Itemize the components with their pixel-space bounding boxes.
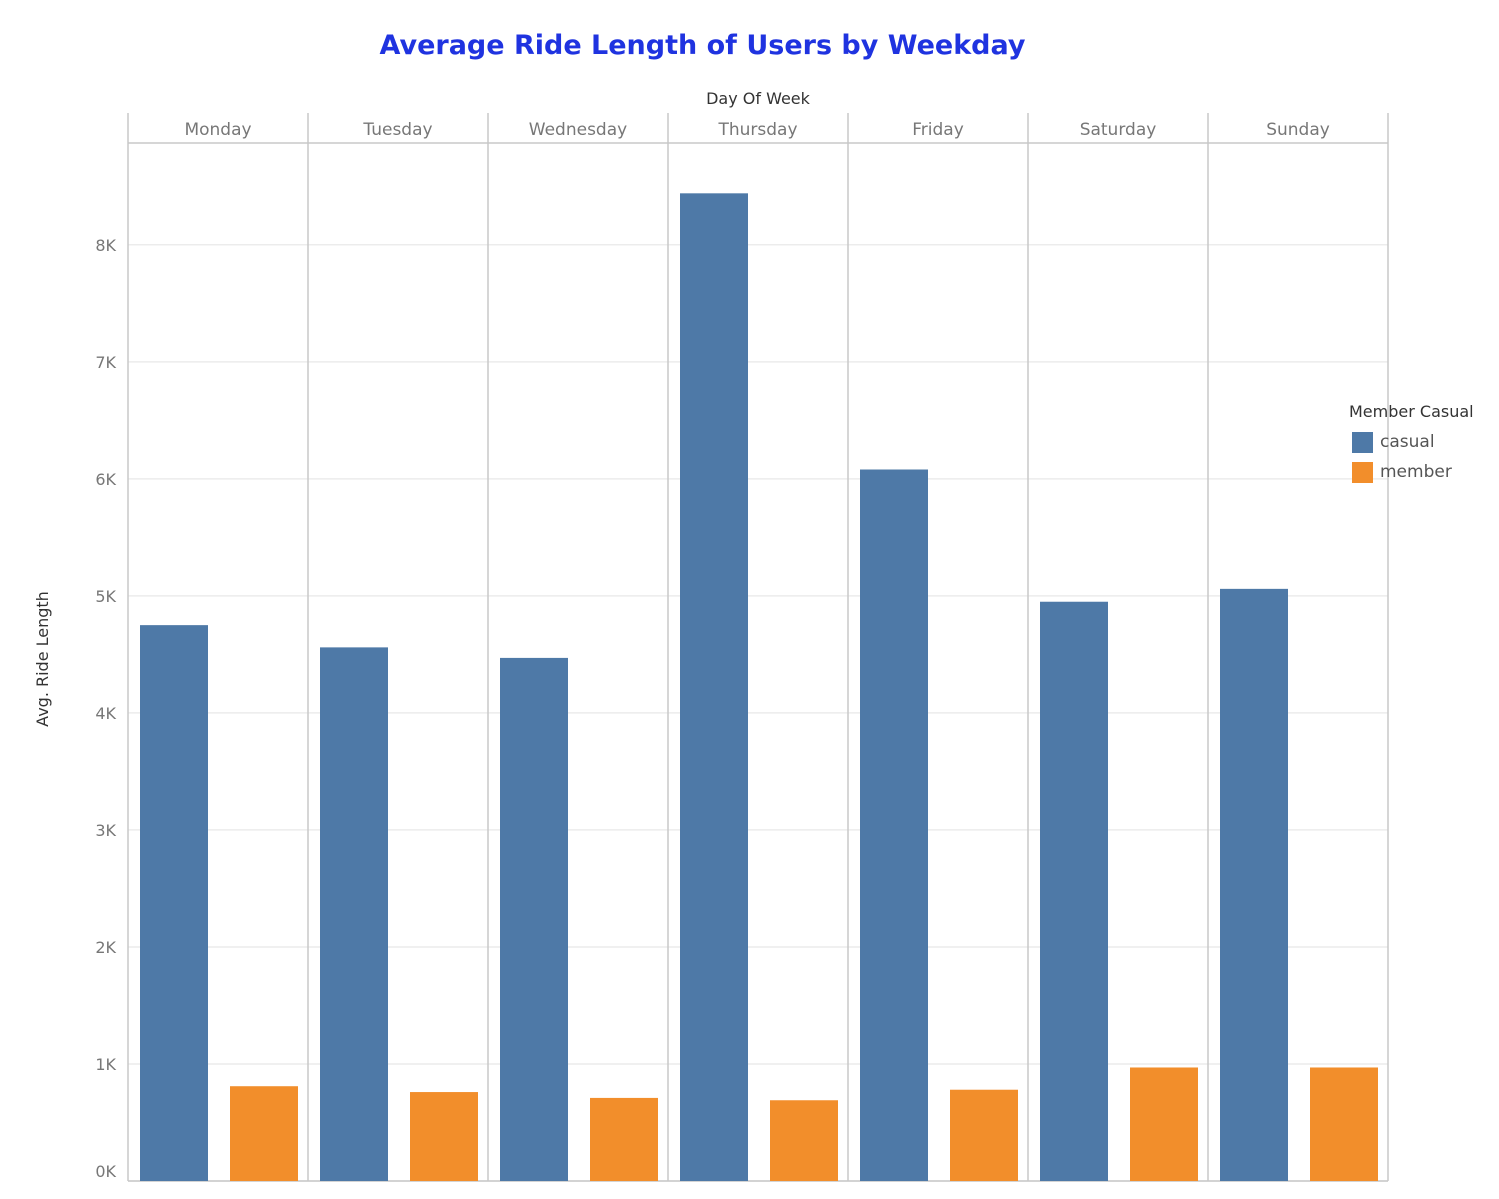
bar-member-sunday: [1310, 1067, 1378, 1181]
bar-member-wednesday: [590, 1097, 658, 1181]
y-tick-label-7: 7K: [95, 353, 116, 372]
y-tick-label-3: 3K: [95, 821, 116, 840]
category-label-friday: Friday: [912, 120, 964, 140]
bar-member-friday: [950, 1089, 1018, 1181]
bar-casual-wednesday: [500, 657, 568, 1181]
bar-casual-saturday: [1040, 601, 1108, 1181]
category-label-wednesday: Wednesday: [529, 120, 627, 140]
bar-member-monday: [230, 1086, 298, 1181]
bar-casual-friday: [860, 469, 928, 1181]
category-label-tuesday: Tuesday: [362, 120, 432, 140]
bar-member-saturday: [1130, 1067, 1198, 1181]
legend-swatch-casual: [1352, 431, 1373, 453]
legend-item-member[interactable]: member: [1349, 457, 1474, 487]
legend-label-member: member: [1380, 462, 1452, 482]
legend: Member Casual casual member: [1349, 402, 1474, 487]
category-label-saturday: Saturday: [1080, 120, 1157, 140]
y-tick-label-5: 5K: [95, 587, 116, 606]
column-header-title: Day Of Week: [706, 89, 811, 108]
y-tick-label-0: 0K: [95, 1162, 116, 1181]
y-tick-label-8: 8K: [95, 236, 116, 255]
y-tick-label-2: 2K: [95, 938, 116, 957]
y-tick-label-1: 1K: [95, 1055, 116, 1074]
category-label-monday: Monday: [184, 120, 251, 140]
bar-member-thursday: [770, 1100, 838, 1181]
y-tick-label-4: 4K: [95, 704, 116, 723]
legend-item-casual[interactable]: casual: [1349, 427, 1474, 457]
bar-casual-monday: [140, 625, 208, 1181]
bar-casual-sunday: [1220, 588, 1288, 1181]
bar-casual-tuesday: [320, 647, 388, 1181]
legend-swatch-member: [1352, 461, 1373, 483]
legend-title: Member Casual: [1349, 402, 1474, 421]
y-tick-label-6: 6K: [95, 470, 116, 489]
bar-member-tuesday: [410, 1092, 478, 1181]
y-axis-label: Avg. Ride Length: [33, 591, 52, 727]
bar-casual-thursday: [680, 193, 748, 1181]
legend-label-casual: casual: [1380, 432, 1435, 452]
chart-title: Average Ride Length of Users by Weekday: [379, 30, 1026, 61]
category-label-thursday: Thursday: [717, 120, 797, 140]
category-label-sunday: Sunday: [1266, 120, 1330, 140]
